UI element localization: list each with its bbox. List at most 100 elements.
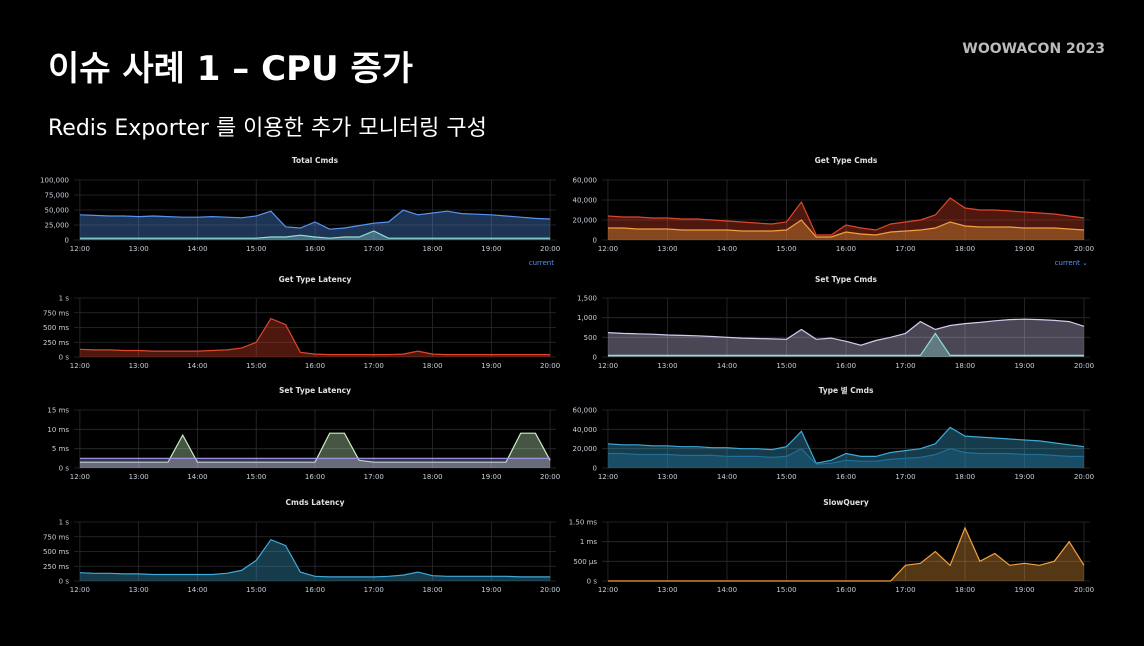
x-tick-label: 18:00	[422, 473, 442, 481]
y-tick-label: 0 s	[59, 354, 70, 362]
x-tick-label: 20:00	[540, 362, 560, 370]
area	[608, 319, 1084, 357]
y-tick-label: 0	[593, 237, 597, 245]
x-tick-label: 14:00	[187, 473, 207, 481]
y-tick-label: 0	[593, 354, 597, 362]
y-tick-label: 100,000	[40, 177, 69, 185]
x-tick-label: 14:00	[187, 362, 207, 370]
x-tick-label: 13:00	[129, 586, 149, 594]
area	[79, 433, 551, 468]
area	[79, 318, 551, 357]
y-tick-label: 500 ms	[43, 324, 69, 332]
x-tick-label: 12:00	[598, 245, 618, 253]
x-tick-label: 12:00	[598, 362, 618, 370]
y-tick-label: 60,000	[573, 407, 598, 415]
y-tick-label: 50,000	[45, 207, 70, 215]
y-tick-label: 0	[593, 465, 597, 473]
x-tick-label: 13:00	[129, 362, 149, 370]
x-tick-label: 20:00	[1074, 362, 1094, 370]
x-tick-label: 20:00	[540, 473, 560, 481]
x-tick-label: 15:00	[246, 586, 266, 594]
y-tick-label: 250 ms	[43, 563, 69, 571]
panel-title: Set Type Cmds	[815, 275, 878, 284]
x-tick-label: 20:00	[1074, 245, 1094, 253]
y-tick-label: 75,000	[45, 192, 70, 200]
x-tick-label: 18:00	[955, 586, 975, 594]
x-tick-label: 17:00	[364, 473, 384, 481]
line	[607, 197, 1085, 236]
y-tick-label: 1 s	[59, 295, 70, 303]
x-tick-label: 18:00	[422, 245, 442, 253]
line	[79, 538, 551, 578]
x-tick-label: 18:00	[955, 473, 975, 481]
y-tick-label: 500	[584, 334, 597, 342]
x-tick-label: 13:00	[657, 586, 677, 594]
x-tick-label: 17:00	[364, 586, 384, 594]
x-tick-label: 17:00	[364, 245, 384, 253]
y-tick-label: 750 ms	[43, 533, 69, 541]
x-tick-label: 20:00	[1074, 586, 1094, 594]
x-tick-label: 15:00	[246, 362, 266, 370]
x-tick-label: 16:00	[836, 473, 856, 481]
y-tick-label: 1,000	[577, 314, 597, 322]
y-tick-label: 1.50 ms	[569, 519, 598, 527]
panel-title: Get Type Cmds	[815, 156, 878, 165]
legend-label: current	[529, 259, 555, 267]
area	[608, 527, 1084, 581]
x-tick-label: 12:00	[598, 586, 618, 594]
x-tick-label: 16:00	[836, 362, 856, 370]
x-tick-label: 15:00	[776, 362, 796, 370]
line	[79, 432, 551, 463]
slide-subtitle: Redis Exporter 를 이용한 추가 모니터링 구성	[48, 116, 487, 141]
y-tick-label: 20,000	[573, 217, 598, 225]
x-tick-label: 20:00	[1074, 473, 1094, 481]
x-tick-label: 18:00	[422, 362, 442, 370]
x-tick-label: 19:00	[1014, 473, 1034, 481]
x-tick-label: 19:00	[481, 362, 501, 370]
line	[79, 317, 551, 356]
x-tick-label: 13:00	[657, 362, 677, 370]
area	[608, 220, 1084, 240]
line	[607, 426, 1085, 464]
y-tick-label: 10 ms	[47, 426, 69, 434]
x-tick-label: 15:00	[246, 245, 266, 253]
y-tick-label: 1,500	[577, 295, 597, 303]
x-tick-label: 14:00	[717, 362, 737, 370]
x-tick-label: 12:00	[598, 473, 618, 481]
x-tick-label: 17:00	[364, 362, 384, 370]
x-tick-label: 19:00	[481, 245, 501, 253]
x-tick-label: 15:00	[246, 473, 266, 481]
x-tick-label: 19:00	[481, 473, 501, 481]
y-tick-label: 750 ms	[43, 309, 69, 317]
x-tick-label: 14:00	[187, 586, 207, 594]
x-tick-label: 13:00	[129, 245, 149, 253]
x-tick-label: 14:00	[717, 245, 737, 253]
x-tick-label: 19:00	[481, 586, 501, 594]
line	[608, 219, 1085, 238]
y-tick-label: 15 ms	[47, 407, 69, 415]
y-tick-label: 0 s	[587, 578, 598, 586]
y-tick-label: 40,000	[573, 426, 598, 434]
x-tick-label: 14:00	[717, 473, 737, 481]
x-tick-label: 14:00	[717, 586, 737, 594]
y-tick-label: 25,000	[45, 222, 70, 230]
x-tick-label: 12:00	[70, 245, 90, 253]
line	[79, 230, 551, 239]
x-tick-label: 12:00	[70, 473, 90, 481]
x-tick-label: 13:00	[657, 473, 677, 481]
x-tick-label: 18:00	[955, 245, 975, 253]
x-tick-label: 13:00	[129, 473, 149, 481]
line	[607, 318, 1085, 346]
x-tick-label: 20:00	[540, 245, 560, 253]
x-tick-label: 13:00	[657, 245, 677, 253]
y-tick-label: 0	[65, 237, 69, 245]
y-tick-label: 60,000	[573, 177, 598, 185]
panel-title: SlowQuery	[823, 498, 869, 507]
x-tick-label: 17:00	[895, 473, 915, 481]
area	[79, 231, 551, 240]
line	[79, 209, 551, 230]
x-tick-label: 16:00	[836, 586, 856, 594]
